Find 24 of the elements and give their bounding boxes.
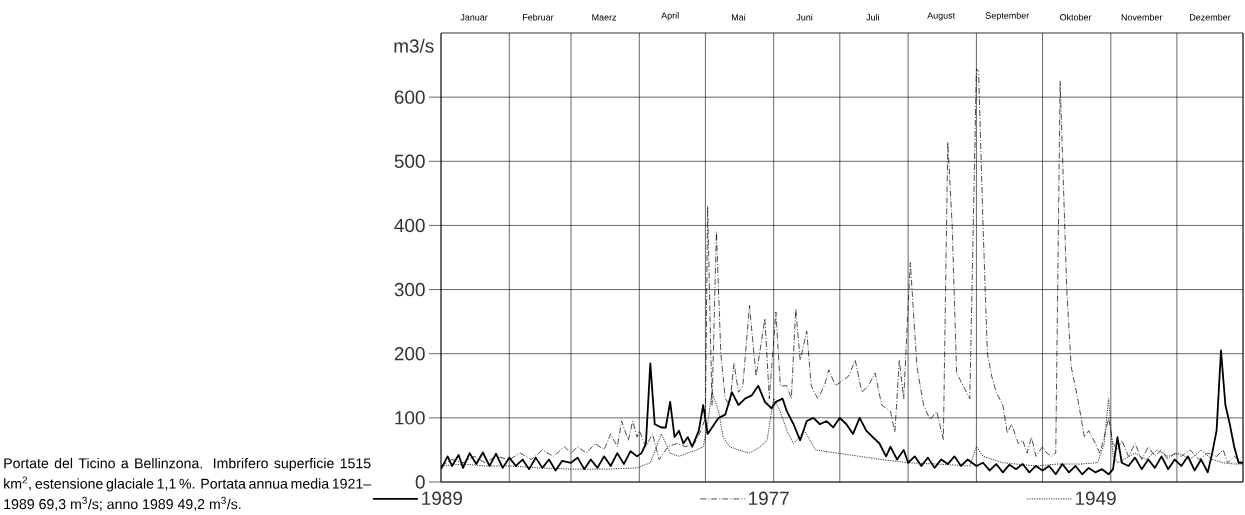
- y-tick-label: 600: [394, 90, 425, 104]
- legend-label: 1977: [749, 491, 789, 505]
- y-tick-label: 100: [395, 411, 425, 425]
- x-tick-label: April: [661, 12, 679, 21]
- x-tick-label: Juli: [866, 13, 879, 21]
- x-tick-label: Mai: [731, 13, 746, 21]
- x-tick-label: Februar: [522, 13, 554, 21]
- legend-label: 1989: [422, 491, 463, 505]
- x-tick-label: November: [1121, 13, 1163, 21]
- y-tick-label: 300: [394, 282, 425, 297]
- y-tick-label: 500: [394, 154, 425, 168]
- x-tick-label: September: [985, 12, 1030, 21]
- x-tick-label: Maerz: [592, 14, 617, 21]
- text: Portate del Ticino a Bellinzona. Imbrifero superficie 1515 km$^{2}$, estensione glaciale 1,1 %. Portata annua media 1921–1989 69,3 m$^{3}$/s; anno 1989 49,2 m$^{3}$/s.: [4, 457, 372, 511]
- x-tick-label: August: [927, 12, 956, 21]
- y-tick-label: 0: [415, 475, 425, 489]
- x-tick-label: Juni: [796, 13, 813, 21]
- y-axis-title: m3/s: [394, 38, 434, 53]
- legend-label: 1949: [1075, 491, 1116, 505]
- y-tick-label: 400: [394, 218, 425, 233]
- x-tick-label: Januar: [460, 14, 488, 21]
- x-tick-label: Dezember: [1190, 13, 1231, 21]
- x-tick-label: Oktober: [1060, 13, 1092, 21]
- y-tick-label: 200: [394, 347, 425, 361]
